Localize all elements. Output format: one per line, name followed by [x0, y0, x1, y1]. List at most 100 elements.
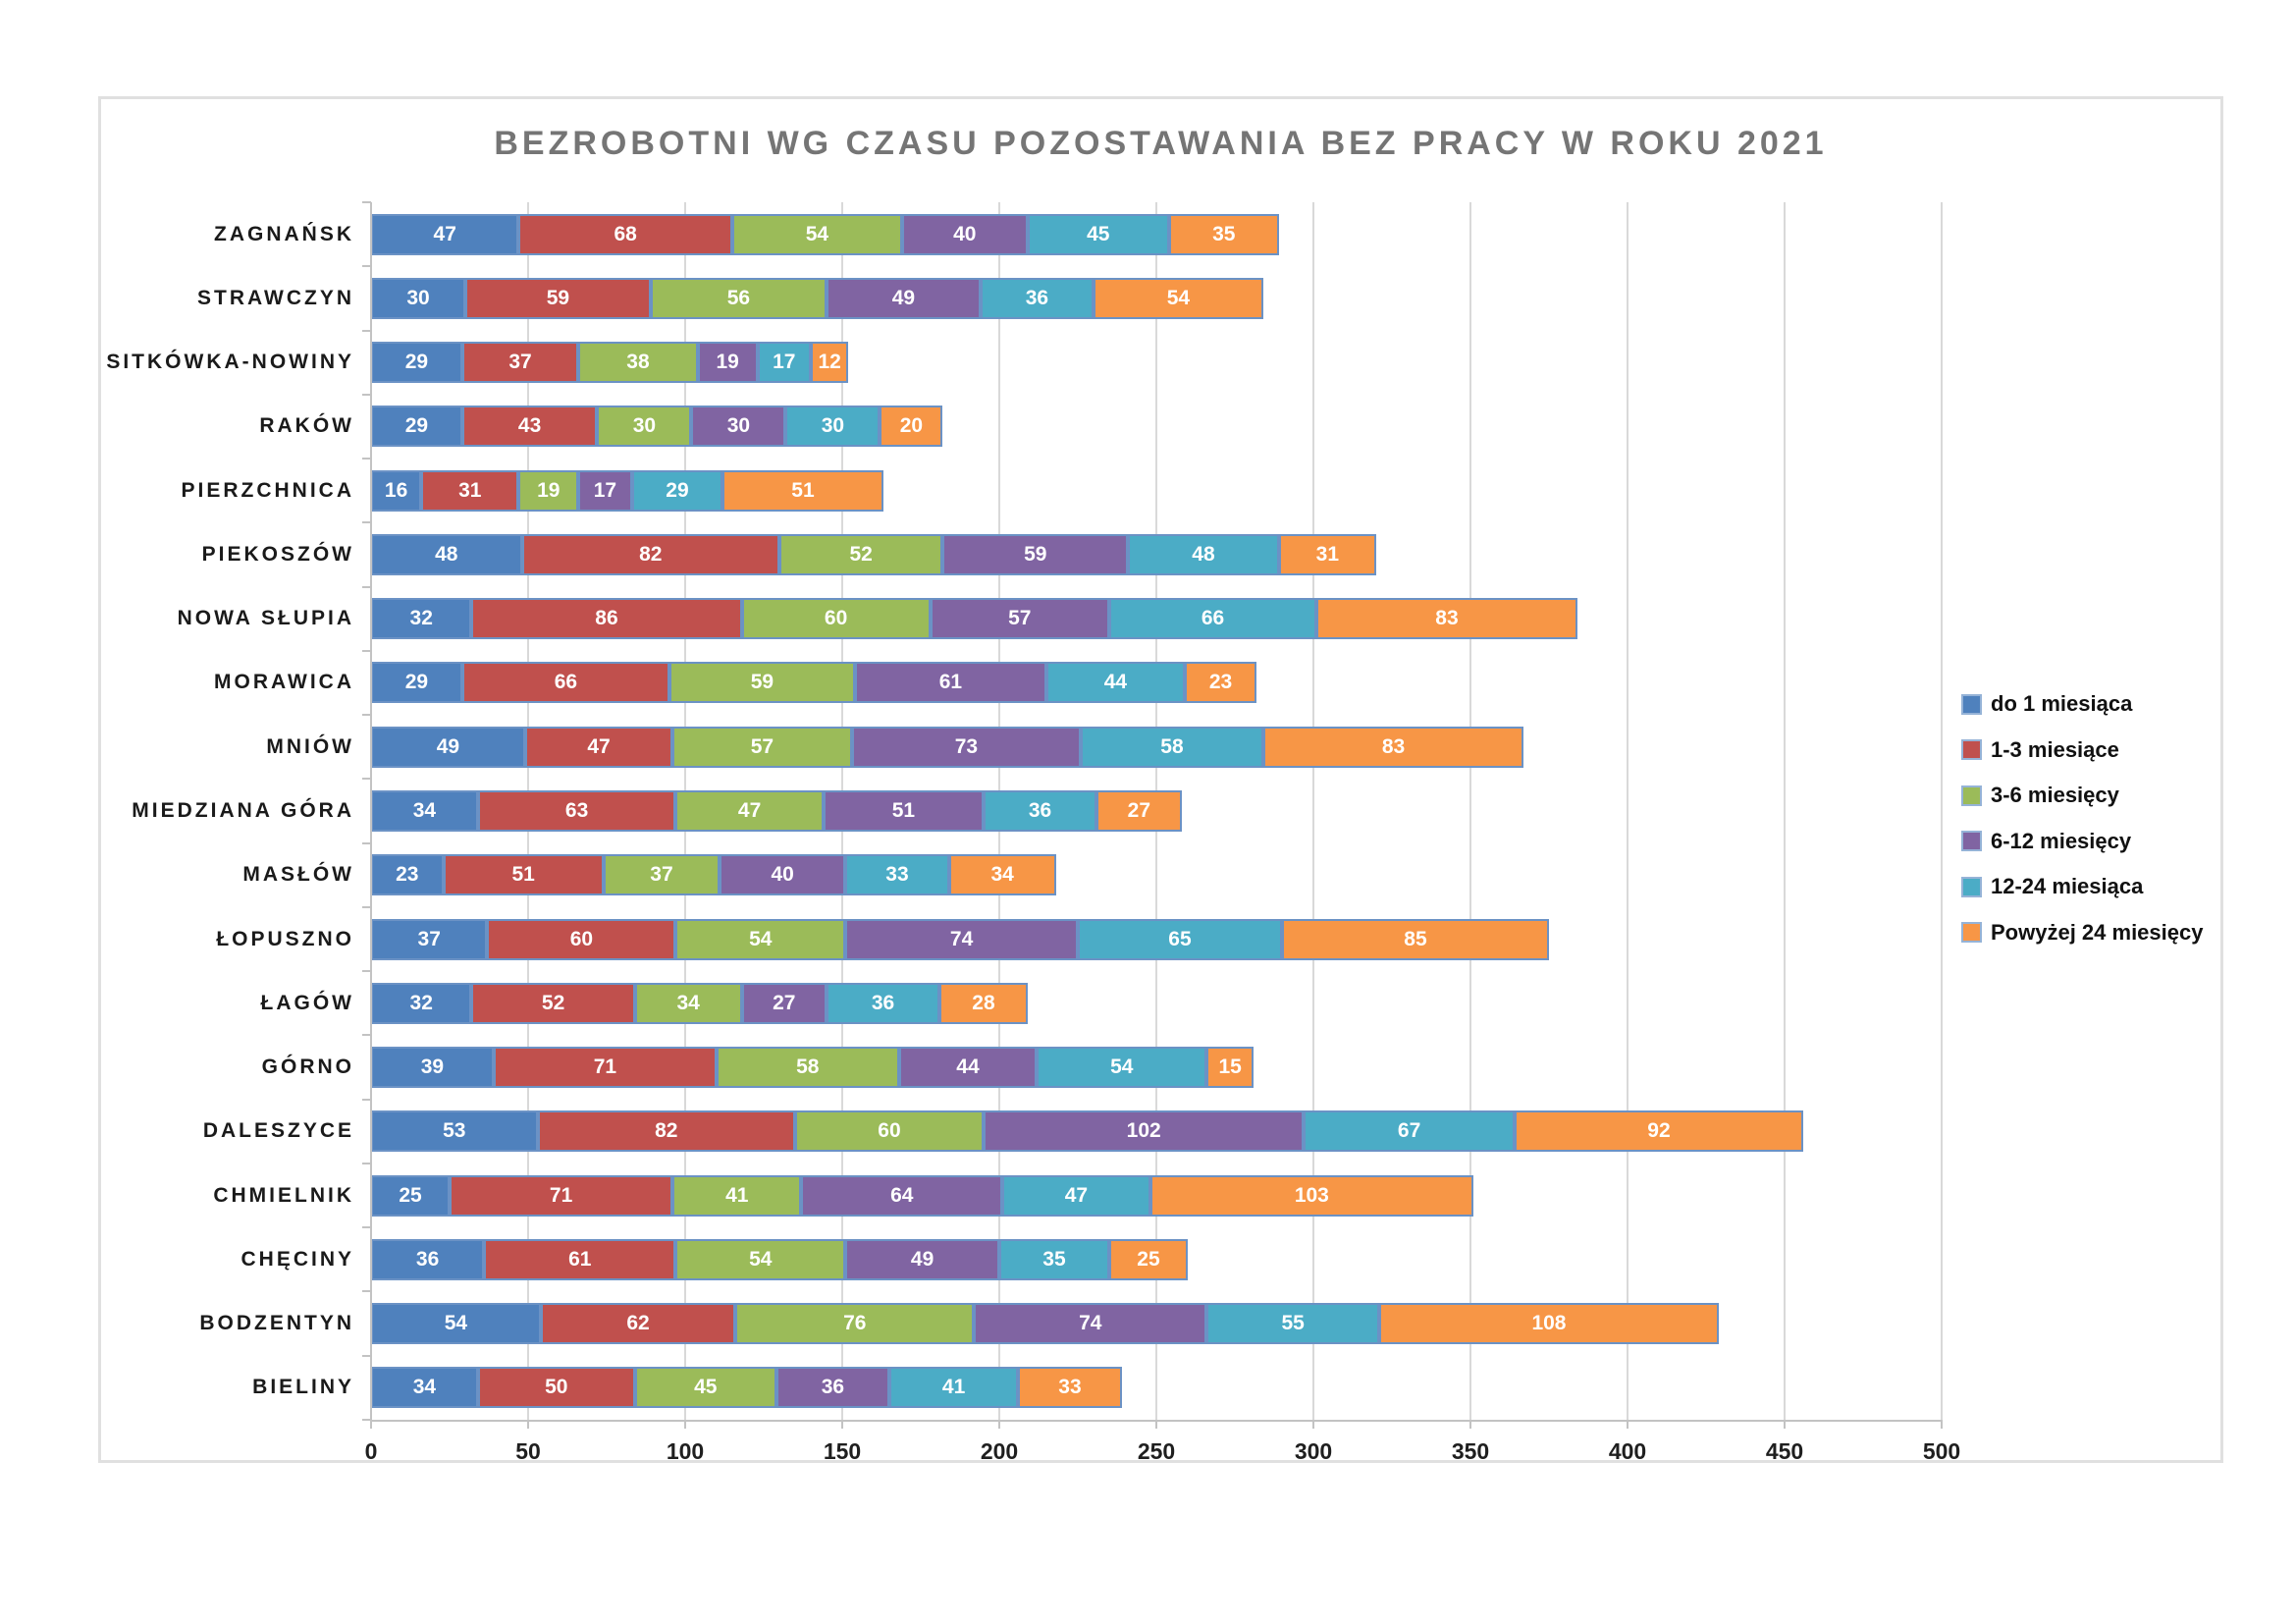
bar-value-label: 103	[1294, 1183, 1329, 1207]
bar-segment: 48	[371, 533, 522, 575]
category-axis-tick	[362, 393, 371, 396]
bar-stack: 37 60 54 74 65 85	[371, 918, 1549, 960]
x-axis-tick	[1312, 1420, 1314, 1429]
x-axis-tick	[1784, 1420, 1786, 1429]
bar-segment: 64	[801, 1174, 1003, 1217]
bar-segment: 62	[540, 1303, 736, 1345]
bar-value-label: 58	[796, 1056, 820, 1079]
bar-segment: 48	[1128, 533, 1279, 575]
bar-value-label: 31	[1315, 542, 1340, 566]
bar-row: 29 66 59 61 44 23	[371, 651, 1942, 715]
bar-segment: 29	[371, 342, 462, 384]
bar-value-label: 52	[541, 991, 565, 1014]
bar-value-label: 19	[716, 351, 739, 374]
bar-value-label: 48	[1192, 542, 1215, 566]
bar-segment: 51	[443, 854, 604, 896]
bar-value-label: 47	[737, 798, 762, 822]
bar-segment: 61	[854, 662, 1046, 704]
category-label: MIEDZIANA GÓRA	[132, 798, 354, 822]
bar-segment: 40	[720, 854, 846, 896]
bar-value-label: 15	[1218, 1056, 1242, 1079]
bar-segment: 54	[1093, 277, 1263, 319]
bar-segment: 44	[898, 1047, 1038, 1089]
bar-value-label: 36	[1028, 798, 1052, 822]
bar-row: 23 51 37 40 33 34	[371, 843, 1942, 907]
x-axis-tick	[370, 1420, 372, 1429]
bar-value-label: 56	[726, 286, 751, 309]
bar-segment: 27	[1096, 789, 1182, 832]
bar-segment: 60	[487, 918, 676, 960]
bar-segment: 66	[461, 662, 669, 704]
bar-stack: 47 68 54 40 45 35	[371, 213, 1279, 255]
bar-value-label: 31	[458, 478, 482, 502]
bar-value-label: 71	[549, 1183, 573, 1207]
category-axis-tick	[362, 649, 371, 652]
bar-segment: 85	[1281, 918, 1549, 960]
bar-segment: 12	[810, 342, 849, 384]
bar-segment: 49	[845, 1238, 999, 1280]
legend-swatch-icon	[1961, 831, 1982, 851]
category-axis-tick	[362, 1290, 371, 1293]
category-axis-tick	[362, 1226, 371, 1229]
bar-row: 32 86 60 57 66 83	[371, 587, 1942, 651]
bar-stack: 53 82 60 102 67 92	[371, 1110, 1804, 1153]
bar-segment: 102	[983, 1110, 1305, 1153]
bar-row: 37 60 54 74 65 85	[371, 907, 1942, 971]
bar-row: 25 71 41 64 47 103	[371, 1164, 1942, 1227]
x-tick-label: 300	[1294, 1438, 1333, 1464]
bar-value-label: 36	[1025, 286, 1049, 309]
legend-swatch-icon	[1961, 876, 1982, 897]
bar-value-label: 57	[1008, 607, 1032, 630]
bar-value-label: 50	[545, 1376, 568, 1399]
bar-value-label: 57	[750, 734, 774, 758]
category-axis-tick	[362, 201, 371, 203]
bar-stack: 29 66 59 61 44 23	[371, 662, 1257, 704]
category-label: SITKÓWKA-NOWINY	[106, 351, 354, 374]
bar-value-label: 34	[990, 863, 1014, 887]
bar-segment: 30	[371, 277, 465, 319]
legend-label: 1-3 miesiące	[1991, 736, 2119, 762]
bar-value-label: 55	[1281, 1312, 1305, 1335]
bar-value-label: 30	[632, 414, 657, 438]
category-axis-tick	[362, 905, 371, 908]
bar-segment: 36	[826, 982, 940, 1024]
bar-value-label: 60	[569, 927, 594, 950]
bar-segment: 19	[518, 469, 579, 512]
bar-value-label: 12	[818, 351, 841, 374]
chart-frame: BEZROBOTNI WG CZASU POZOSTAWANIA BEZ PRA…	[98, 96, 2223, 1464]
bar-segment: 36	[371, 1238, 485, 1280]
bar-segment: 50	[477, 1367, 635, 1409]
bar-segment: 29	[371, 406, 462, 448]
bar-segment: 57	[672, 726, 852, 768]
bar-segment: 36	[980, 277, 1094, 319]
bar-stack: 32 52 34 27 36 28	[371, 982, 1028, 1024]
bar-row: 36 61 54 49 35 25	[371, 1227, 1942, 1291]
bar-segment: 73	[851, 726, 1082, 768]
x-axis-tick	[527, 1420, 529, 1429]
bar-segment: 35	[1168, 213, 1279, 255]
legend-item: 1-3 miesiące	[1961, 736, 2119, 762]
x-axis-tick	[998, 1420, 1000, 1429]
bar-segment: 32	[371, 598, 472, 640]
bar-value-label: 41	[941, 1376, 966, 1399]
bar-value-label: 32	[409, 607, 433, 630]
bar-value-label: 27	[1127, 798, 1151, 822]
category-axis-tick	[362, 1419, 371, 1421]
bar-stack: 34 63 47 51 36 27	[371, 789, 1182, 832]
bar-value-label: 49	[436, 734, 460, 758]
bar-value-label: 29	[666, 478, 689, 502]
bar-segment: 33	[1018, 1367, 1122, 1409]
category-axis-tick	[362, 778, 371, 781]
bar-segment: 51	[823, 789, 984, 832]
x-tick-label: 350	[1451, 1438, 1490, 1464]
bar-segment: 15	[1206, 1047, 1255, 1089]
bar-value-label: 60	[824, 607, 848, 630]
bar-value-label: 49	[891, 286, 916, 309]
x-tick-label: 50	[515, 1438, 541, 1464]
bar-stack: 29 43 30 30 30 20	[371, 406, 943, 448]
bar-value-label: 19	[537, 478, 561, 502]
x-axis-labels: 0 50 100 150 200 250 300 350 400 450 500	[101, 1438, 2220, 1472]
bar-segment: 25	[1108, 1238, 1188, 1280]
bar-segment: 49	[371, 726, 525, 768]
category-axis-tick	[362, 970, 371, 973]
